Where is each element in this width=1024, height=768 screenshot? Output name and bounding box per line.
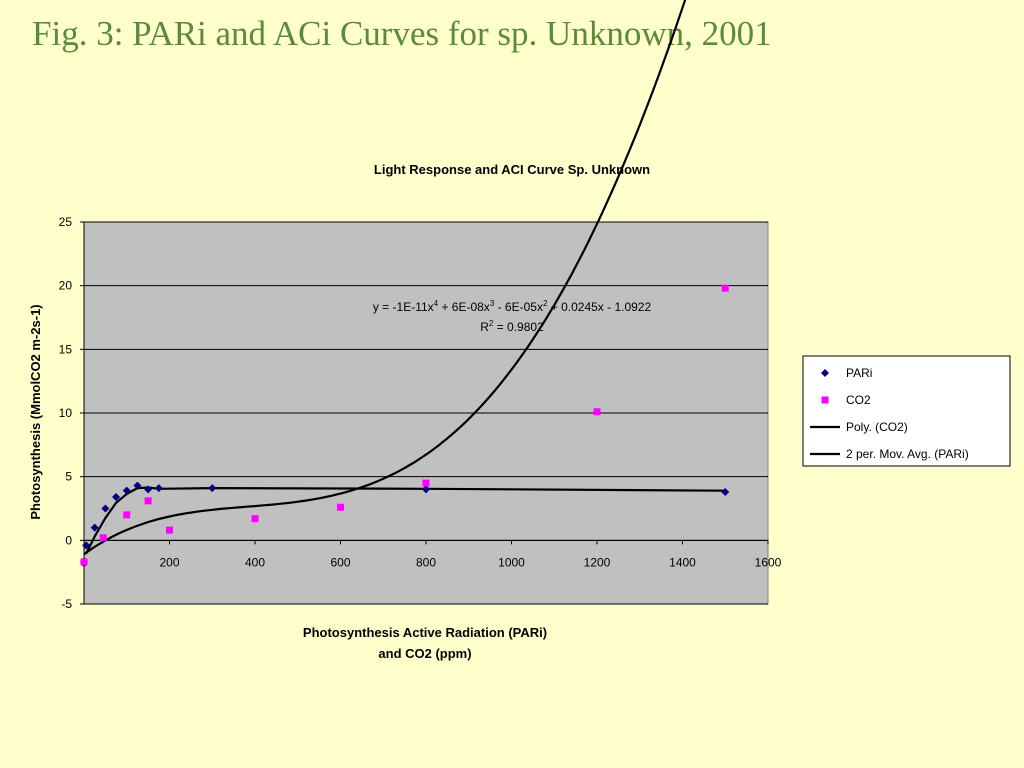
x-axis-label-line-2: and CO2 (ppm) [378,646,471,661]
x-tick-label: 1200 [584,555,611,569]
point-pari [122,486,131,495]
legend: PARi CO2 Poly. (CO2) 2 per. Mov. Avg. (PARi… [802,355,1011,467]
y-tick-label: 20 [59,279,73,293]
x-tick-label: 1000 [498,555,525,569]
point-pari [82,541,91,550]
point-co2 [422,479,430,487]
y-tick-label: -5 [61,597,72,611]
x-tick-label: 1600 [755,555,782,569]
r-squared-label: R2 = 0.9802 [480,319,544,334]
x-tick-label: 200 [159,555,179,569]
point-co2 [593,408,601,416]
y-tick-label: 0 [65,533,72,547]
point-co2 [99,534,107,542]
x-tick-label: 600 [330,555,350,569]
legend-label: CO2 [846,393,871,407]
legend-marker-co2 [821,396,829,404]
y-tick-label: 5 [65,470,72,484]
point-co2 [144,497,152,505]
trendline-equation: y = -1E-11x4 + 6E-08x3 - 6E-05x2 + 0.024… [373,299,652,314]
point-pari [208,484,217,493]
point-pari [112,493,121,502]
point-co2 [166,526,173,534]
point-pari [721,487,730,496]
point-co2 [80,558,88,566]
legend-label: 2 per. Mov. Avg. (PARi) [846,447,969,461]
point-pari [101,504,110,513]
point-co2 [337,503,344,511]
trendline-poly-co2 [83,0,687,556]
point-co2 [721,284,729,292]
legend-marker-pari [821,369,829,377]
x-axis-label-line-1: Photosynthesis Active Radiation (PARi) [303,625,547,640]
x-tick-label: 1400 [669,555,696,569]
point-pari [144,485,153,494]
point-pari [422,485,430,494]
point-co2 [123,511,131,519]
chart-title: Light Response and ACI Curve Sp. Unknown [374,162,650,177]
x-tick-label: 800 [416,555,436,569]
y-tick-label: 25 [59,215,73,229]
legend-label: Poly. (CO2) [846,420,908,434]
point-pari [133,481,142,490]
point-pari [154,484,163,493]
y-axis-label: Photosynthesis (MmolCO2 m-2s-1) [28,304,43,519]
y-tick-label: 15 [59,342,73,356]
point-co2 [251,515,259,523]
y-tick-label: 10 [59,406,73,420]
point-pari [90,523,99,532]
x-tick-label: 400 [245,555,265,569]
legend-label: PARi [846,366,872,380]
legend-box [802,355,1011,467]
slide-title: Fig. 3: PARi and ACi Curves for sp. Unkn… [32,14,772,53]
